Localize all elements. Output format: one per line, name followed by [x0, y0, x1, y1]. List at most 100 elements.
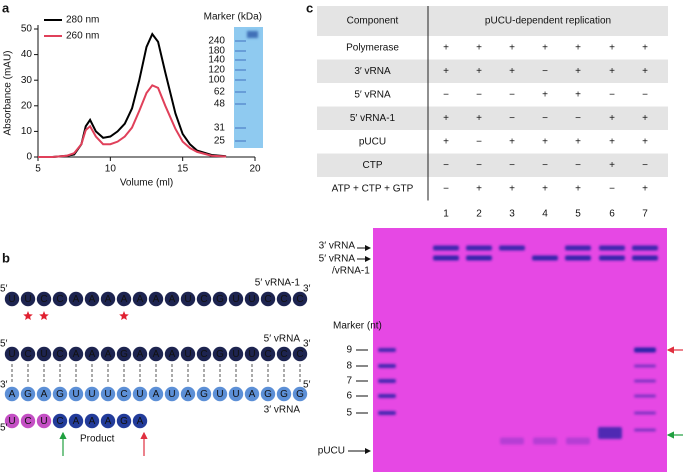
table-cell: −	[542, 160, 548, 171]
nucleotide	[227, 385, 244, 402]
nucleotide	[259, 290, 276, 307]
base: U	[88, 389, 95, 400]
table-cell: +	[542, 42, 548, 53]
row-label: ATP + CTP + GTP	[332, 183, 414, 194]
table-row-bg	[317, 106, 668, 130]
mutation-star	[39, 311, 49, 320]
nucleotide	[4, 290, 20, 307]
y-tick-label: 40	[21, 49, 33, 60]
nucleotide	[52, 290, 69, 307]
nucleotide	[36, 412, 53, 429]
base: A	[105, 416, 112, 427]
base: C	[280, 294, 287, 305]
marker-label: 62	[214, 87, 226, 98]
nucleotide	[84, 345, 101, 362]
base: A	[153, 294, 160, 305]
table-cell: −	[609, 183, 615, 194]
table-cell: +	[609, 113, 615, 124]
table-cell: −	[509, 113, 515, 124]
strand-label: 5′ vRNA-1	[255, 278, 301, 289]
nucleotide	[163, 345, 180, 362]
table-cell: −	[575, 113, 581, 124]
table-cell: −	[476, 136, 482, 147]
x-tick-label: 10	[105, 164, 117, 175]
nucleotide	[100, 412, 117, 429]
base: G	[120, 349, 128, 360]
gel-band	[500, 437, 524, 445]
x-tick-label: 15	[177, 164, 189, 175]
nucleotide	[211, 290, 228, 307]
lane-number: 1	[443, 209, 449, 220]
base: A	[73, 416, 80, 427]
nucleotide	[52, 412, 69, 429]
nucleotide	[243, 290, 260, 307]
base: A	[121, 294, 128, 305]
gel-band	[632, 255, 658, 261]
lane-number: 5	[575, 209, 581, 220]
nucleotide	[19, 385, 36, 402]
table-cell: +	[542, 183, 548, 194]
nucleotide	[211, 385, 228, 402]
base: G	[216, 349, 224, 360]
base: A	[105, 294, 112, 305]
table-cell: −	[476, 160, 482, 171]
table-cell: +	[642, 42, 648, 53]
mutation-star	[23, 311, 33, 320]
panel-label: b	[2, 250, 10, 265]
table-cell: +	[575, 66, 581, 77]
table-cell: +	[642, 113, 648, 124]
table-header-cell: Component	[347, 16, 399, 27]
nucleotide	[147, 290, 164, 307]
gel-band	[433, 245, 459, 251]
table-cell: +	[443, 136, 449, 147]
table-cell: +	[609, 66, 615, 77]
table-cell: +	[509, 183, 515, 194]
gel-label: /vRNA-1	[332, 266, 370, 277]
nucleotide	[147, 345, 164, 362]
nucleotide	[19, 412, 36, 429]
gel-label: pUCU	[318, 446, 345, 457]
nucleotide	[179, 385, 196, 402]
base: U	[184, 294, 191, 305]
base: G	[200, 389, 208, 400]
table-cell: +	[542, 136, 548, 147]
base: A	[9, 389, 16, 400]
gel-band	[378, 364, 396, 368]
nucleotide	[291, 345, 308, 362]
base: U	[232, 389, 239, 400]
base: A	[153, 349, 160, 360]
base: U	[40, 416, 47, 427]
gel-band	[378, 348, 396, 352]
gel-background	[373, 228, 667, 472]
table-header	[317, 6, 668, 36]
base: A	[153, 389, 160, 400]
strand-end: 5′	[303, 380, 311, 391]
strand-end: 5′	[0, 339, 8, 350]
gel-inset	[234, 27, 263, 148]
base: C	[56, 294, 63, 305]
nucleotide	[147, 385, 164, 402]
table-cell: −	[542, 66, 548, 77]
row-label: Polymerase	[346, 42, 399, 53]
table-cell: +	[575, 42, 581, 53]
base: G	[264, 389, 272, 400]
nucleotide	[179, 345, 196, 362]
lane-number: 7	[642, 209, 648, 220]
base: A	[89, 416, 96, 427]
nucleotide	[4, 385, 20, 402]
gel-band	[634, 394, 656, 398]
nucleotide	[179, 290, 196, 307]
table-header-cell: pUCU-dependent replication	[485, 16, 611, 27]
row-label: CTP	[363, 160, 383, 171]
table-cell: +	[575, 89, 581, 100]
base: U	[72, 389, 79, 400]
y-tick-label: 30	[21, 75, 33, 86]
nucleotide	[275, 385, 292, 402]
strand-label: 3′ vRNA	[264, 405, 301, 416]
nucleotide	[131, 345, 148, 362]
base: C	[280, 349, 287, 360]
nucleotide	[116, 345, 133, 362]
table-cell: +	[575, 183, 581, 194]
marker-size: 5	[346, 408, 352, 419]
